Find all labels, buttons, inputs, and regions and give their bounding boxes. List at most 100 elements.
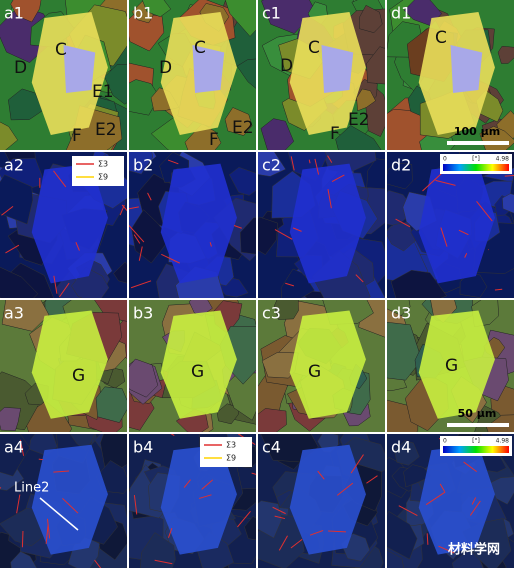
boundary [209, 242, 212, 247]
panel-label: b4 [133, 438, 153, 457]
panel-label: d4 [391, 438, 411, 457]
boundary [147, 192, 152, 201]
scale-bar [447, 141, 509, 145]
boundary [167, 159, 179, 165]
legend-text: Σ3 [226, 441, 236, 450]
boundary [21, 531, 24, 548]
grain [95, 386, 127, 423]
boundary [183, 479, 191, 488]
boundary [168, 527, 173, 538]
boundary [53, 470, 70, 473]
boundary [129, 206, 139, 210]
grain [228, 167, 256, 196]
grain [236, 58, 256, 89]
boundary [327, 155, 333, 163]
central-grain [289, 310, 366, 419]
panel: d4 [387, 434, 514, 568]
central-grain [418, 444, 495, 555]
boundary [463, 461, 478, 473]
panel: c1 DC F E2 [258, 0, 385, 150]
boundary [290, 538, 303, 549]
grain [0, 407, 21, 432]
panel: d1 C [387, 0, 514, 150]
boundary [62, 497, 79, 514]
boundary [38, 458, 44, 461]
annotation: F [209, 130, 219, 150]
colorbar [443, 164, 509, 171]
grain [258, 500, 283, 539]
grain [387, 549, 405, 568]
grain [459, 273, 488, 298]
grain [387, 162, 413, 190]
grain [239, 217, 256, 255]
grain [387, 511, 418, 560]
boundary [426, 533, 429, 545]
grain-e [192, 45, 225, 93]
boundary [331, 174, 345, 182]
panel: c3 G [258, 300, 385, 432]
panel: a2 [0, 152, 127, 298]
grain [225, 0, 256, 37]
panel-label: a2 [4, 156, 24, 175]
boundary [308, 159, 311, 164]
boundary [435, 179, 456, 186]
boundary [274, 515, 286, 520]
boundary [336, 482, 354, 496]
annotation: G [72, 366, 85, 386]
grain [366, 158, 385, 193]
panel-label: d3 [391, 304, 411, 323]
boundary [45, 524, 49, 544]
boundary [251, 472, 256, 475]
panel: a3 G [0, 300, 127, 432]
boundary [154, 559, 173, 565]
legend-text: Σ9 [98, 173, 108, 182]
boundary [53, 275, 58, 294]
colorbar-max: 4.98 [496, 156, 510, 163]
boundary [366, 475, 378, 484]
boundary [133, 495, 138, 515]
grain [244, 515, 256, 541]
boundary [237, 511, 251, 528]
panel-label: c2 [262, 156, 281, 175]
boundary [504, 174, 514, 177]
boundary [471, 497, 477, 505]
annotation: E2 [348, 110, 370, 130]
grain-e [450, 45, 483, 93]
boundary [121, 204, 127, 212]
boundary [59, 282, 70, 298]
boundary [395, 218, 411, 228]
panel-label: b1 [133, 4, 153, 23]
boundary [233, 225, 242, 229]
panel-label: c1 [262, 4, 281, 23]
boundary [274, 229, 293, 240]
annotation: G [445, 356, 458, 376]
grain [0, 121, 18, 150]
grain [258, 216, 278, 255]
grain [387, 321, 422, 381]
scale-bar-label: 50 μm [458, 407, 497, 420]
annotation: E2 [232, 118, 254, 138]
panel: b2 [129, 152, 256, 298]
boundary [398, 505, 418, 517]
boundary [170, 434, 175, 437]
grain [129, 152, 153, 175]
grain [113, 261, 127, 284]
grain [129, 79, 160, 116]
grain [224, 107, 253, 136]
grain [10, 0, 42, 23]
boundary [309, 530, 324, 536]
annotation: E2 [95, 120, 117, 140]
grain [258, 152, 286, 177]
panel: d2 [387, 152, 514, 298]
panel: b1 D C E2 F [129, 0, 256, 150]
boundary [328, 530, 347, 533]
grain [0, 266, 39, 298]
annotation: D [14, 58, 27, 78]
annotation: F [330, 124, 340, 144]
boundary [476, 200, 493, 222]
boundary [133, 234, 141, 244]
boundary [201, 479, 214, 490]
grain [0, 174, 33, 225]
panel-label: a1 [4, 4, 24, 23]
grain [258, 408, 287, 432]
